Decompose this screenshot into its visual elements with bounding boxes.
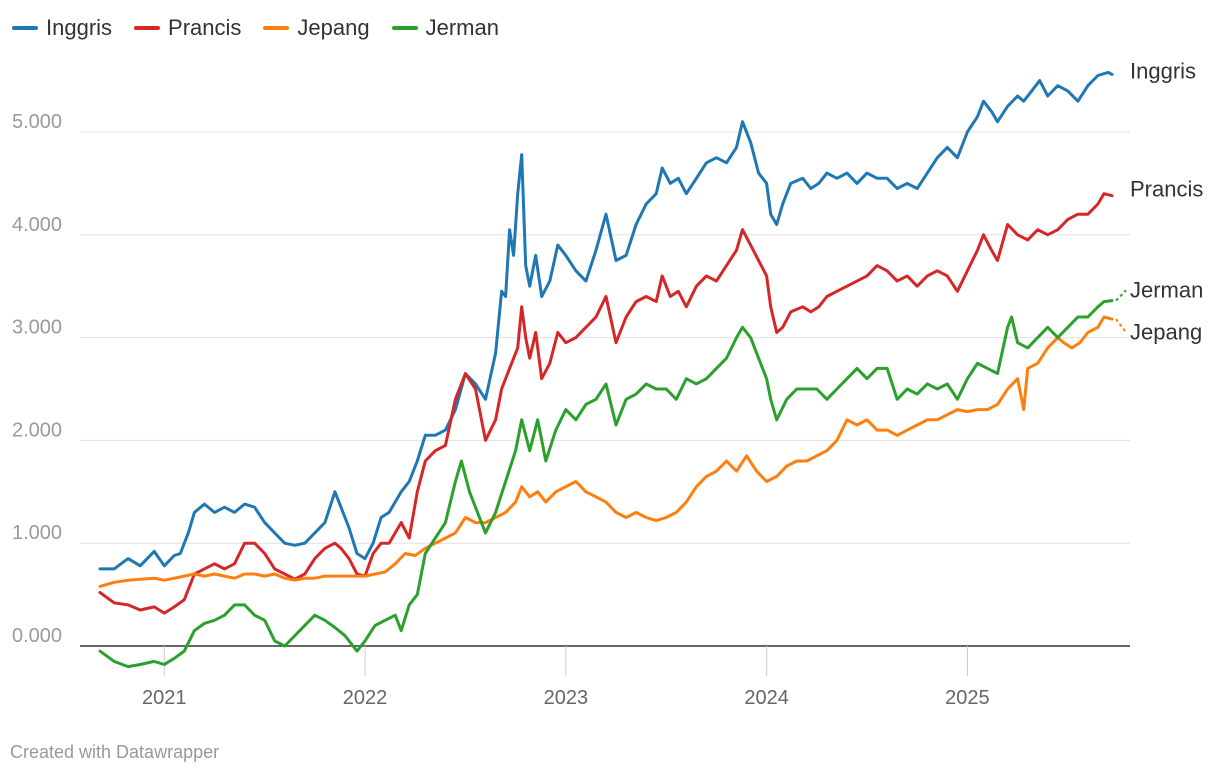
legend-swatch <box>263 26 290 30</box>
y-tick-label: 5.000 <box>12 111 62 133</box>
legend-swatch <box>391 26 418 30</box>
legend-item-prancis: Prancis <box>134 15 241 41</box>
series-line-jepang <box>98 315 1114 588</box>
end-label-jerman: Jerman <box>1130 277 1203 302</box>
series-line-jerman <box>98 299 1114 669</box>
legend-item-jepang: Jepang <box>263 15 370 41</box>
series-line-inggris <box>98 70 1114 571</box>
y-tick-label: 0.000 <box>12 625 62 647</box>
y-tick-label: 1.000 <box>12 522 62 544</box>
x-tick-label: 2023 <box>544 687 589 709</box>
x-tick-label: 2024 <box>744 687 789 709</box>
series-line-prancis <box>98 192 1114 615</box>
legend-label: Prancis <box>168 15 242 40</box>
end-label-jepang: Jepang <box>1130 319 1202 344</box>
footer-credit: Created with Datawrapper <box>10 742 220 762</box>
legend-swatch <box>12 26 38 30</box>
end-label-connector <box>1115 289 1127 302</box>
legend-item-inggris: Inggris <box>12 15 112 41</box>
y-tick-label: 3.000 <box>12 317 62 339</box>
end-label-inggris: Inggris <box>1130 58 1196 83</box>
legend-label: Jerman <box>425 15 499 40</box>
y-tick-label: 2.000 <box>12 419 62 441</box>
end-label-prancis: Prancis <box>1130 177 1203 202</box>
x-tick-label: 2025 <box>945 687 990 709</box>
legend-swatch <box>134 26 161 30</box>
legend-label: Inggris <box>46 15 113 40</box>
x-tick-label: 2021 <box>142 687 187 709</box>
x-tick-label: 2022 <box>343 687 388 709</box>
end-label-connector <box>1115 318 1127 333</box>
legend: Inggris Prancis Jepang Jerman <box>12 12 499 44</box>
legend-item-jerman: Jerman <box>391 15 499 41</box>
y-tick-label: 4.000 <box>12 214 62 236</box>
legend-label: Jepang <box>297 15 370 40</box>
